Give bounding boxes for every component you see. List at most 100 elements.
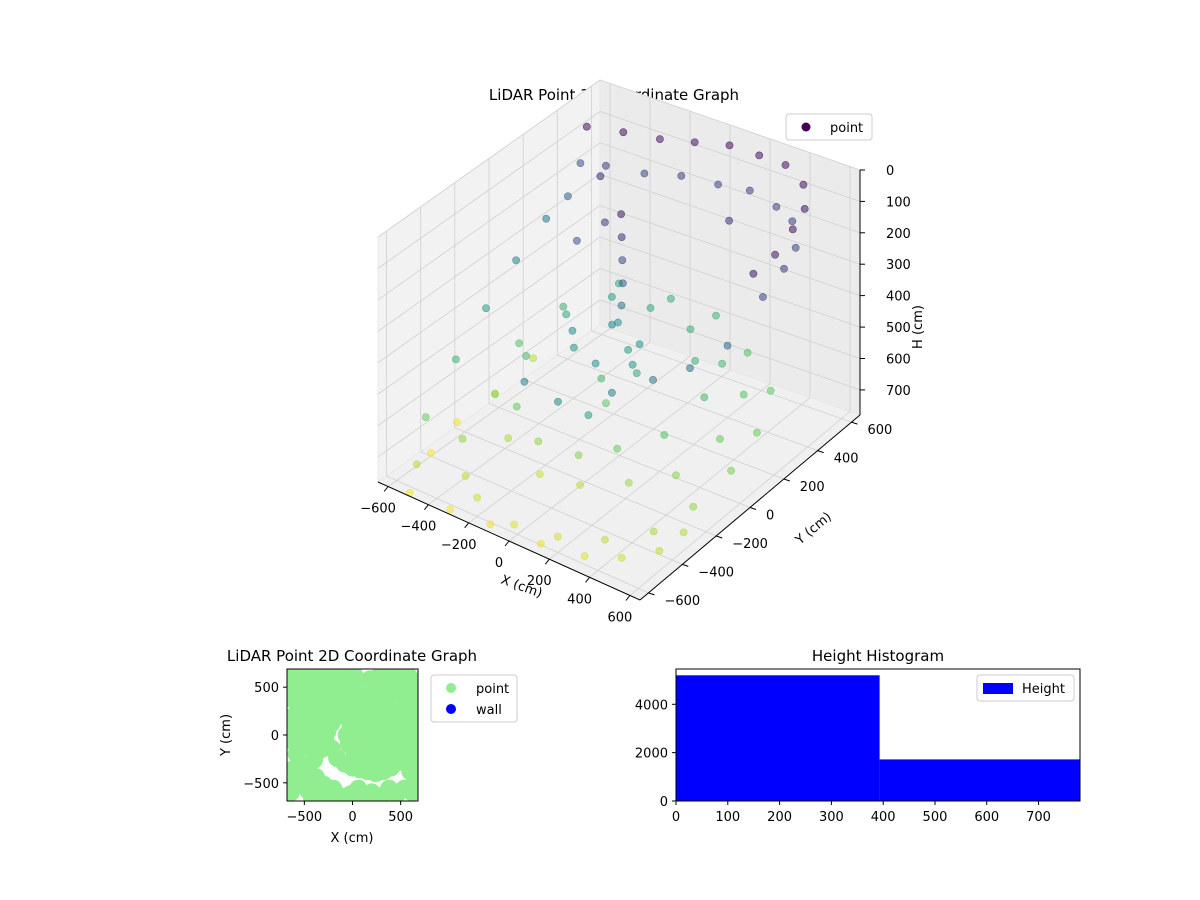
plot-histogram: Height Histogram 0 100 200 300 400 500 600 7000… xyxy=(635,647,1081,825)
plot-3d-point xyxy=(646,304,655,312)
plot-3d-point xyxy=(799,180,808,189)
plot-3d-point xyxy=(580,552,589,560)
plot-3d-point xyxy=(601,218,609,227)
plot-2d-x-tick-label: 500 xyxy=(388,810,413,825)
histogram-x-tick-label: 400 xyxy=(871,810,896,825)
plot-3d-gridline xyxy=(377,79,601,238)
plot-3d-point xyxy=(446,505,455,514)
plot-3d-z-tick-label: 300 xyxy=(886,258,911,273)
plot-3d-x-tick xyxy=(424,504,429,511)
plot-2d-y-tick-label: 0 xyxy=(271,729,279,744)
plot-3d-legend-label: point xyxy=(830,121,863,136)
plot-3d-y-tick-label: 600 xyxy=(868,423,893,438)
histogram-x-tick-label: 600 xyxy=(974,810,999,825)
plot-3d-point xyxy=(632,369,641,377)
plot-3d-point xyxy=(617,553,626,562)
plot-3d-point xyxy=(515,339,523,348)
plot-3d-point xyxy=(660,431,669,439)
plot-3d-point xyxy=(617,301,626,310)
plot-3d-point xyxy=(649,527,658,536)
plot-3d-point xyxy=(584,411,593,419)
plot-2d-title: LiDAR Point 2D Coordinate Graph xyxy=(227,647,477,665)
plot-3d-point xyxy=(542,214,551,223)
plot-3d-point xyxy=(619,279,627,288)
plot-3d-x-tick xyxy=(504,540,510,547)
plot-3d-point xyxy=(554,397,562,406)
plot-3d-gridline xyxy=(377,111,601,269)
plot-3d-x-tick xyxy=(464,522,470,529)
plot-3d-point xyxy=(677,171,686,180)
plot-3d-y-tick-label: −400 xyxy=(698,565,734,580)
plot-2d-ticks: −500 −500 0 0 500 500 xyxy=(243,681,413,825)
plot-3d-point xyxy=(473,493,482,502)
plot-3d-point xyxy=(582,122,591,131)
histogram-bars xyxy=(676,675,1080,801)
plot-3d-gridline xyxy=(377,236,601,395)
histogram-legend-swatch xyxy=(983,683,1013,694)
histogram-bar xyxy=(879,759,1080,801)
plot-3d-point xyxy=(452,418,461,427)
plot-3d-point xyxy=(512,402,521,411)
plot-3d-point xyxy=(640,169,649,178)
plot-3d-point xyxy=(771,250,779,259)
plot-3d-gridline xyxy=(488,403,751,508)
plot-2d-legend-label-wall: wall xyxy=(476,703,502,718)
plot-2d: LiDAR Point 2D Coordinate Graph −500−500… xyxy=(219,647,518,846)
plot-3d-z-tick-label: 0 xyxy=(886,164,894,179)
plot-2d-y-axis-label: Y (cm) xyxy=(219,714,234,757)
plot-3d-point xyxy=(568,326,577,335)
plot-3d-point xyxy=(628,360,637,369)
histogram-y-tick-label: 2000 xyxy=(635,747,668,762)
plot-3d-point xyxy=(686,364,694,372)
plot-3d-point xyxy=(755,151,764,160)
plot-3d-point xyxy=(491,390,499,398)
plot-3d-point xyxy=(451,355,460,364)
plot-2d-points xyxy=(287,669,418,801)
plot-3d-point xyxy=(743,348,752,357)
plot-3d-gridline xyxy=(377,173,601,332)
plot-3d-x-tick xyxy=(585,576,590,583)
plot-3d-gridline xyxy=(599,111,861,202)
plot-3d-point xyxy=(725,141,734,150)
plot-3d-point xyxy=(608,320,616,329)
plot-3d-point xyxy=(522,352,531,360)
plot-3d-y-tick-label: 200 xyxy=(800,480,825,495)
plot-3d-point xyxy=(573,236,581,245)
histogram-x-tick-label: 700 xyxy=(1026,810,1051,825)
histogram-legend-label: Height xyxy=(1022,682,1065,697)
plot-3d-point xyxy=(617,233,626,241)
plot-3d-point xyxy=(766,386,775,395)
plot-3d-gridline xyxy=(589,397,811,578)
histogram-y-tick-label: 0 xyxy=(660,795,668,810)
plot-3d-points xyxy=(405,122,809,562)
plot-3d-point xyxy=(723,341,732,350)
plot-3d-gridline xyxy=(599,268,861,359)
plot-3d-point xyxy=(635,340,644,348)
plot-3d-gridline xyxy=(377,142,601,301)
histogram-x-tick-label: 0 xyxy=(672,810,680,825)
plot-3d-point xyxy=(655,547,664,555)
plot-3d-axes: −600 −600 −400 −400 −200 −200 0 0 200 200 400 400 60… xyxy=(360,164,911,626)
plot-3d-point xyxy=(781,161,790,169)
plot-2d-x-tick-label: −500 xyxy=(286,810,322,825)
plot-3d-point xyxy=(714,180,722,189)
histogram-legend-box xyxy=(976,674,1075,702)
plot-3d-point xyxy=(608,292,616,301)
plot-3d-point xyxy=(536,470,544,478)
histogram-y-tick-label: 4000 xyxy=(635,698,668,713)
histogram-ticks: 0 100 200 300 400 500 600 700 0 2000 4000 xyxy=(635,698,1051,825)
plot-2d-legend-marker-point xyxy=(446,683,456,693)
histogram-x-tick-label: 500 xyxy=(923,810,948,825)
plot-3d-y-tick-label: 0 xyxy=(766,509,774,524)
plot-3d-gridline xyxy=(377,299,601,458)
plot-3d-point xyxy=(510,520,518,529)
plot-3d-point xyxy=(753,428,761,437)
plot-3d-point xyxy=(667,294,675,303)
plot-3d-y-tick-label: −200 xyxy=(732,537,768,552)
plot-3d-point xyxy=(576,159,585,167)
histogram-title: Height Histogram xyxy=(812,647,944,665)
plot-3d-point xyxy=(718,359,726,368)
plot-3d-point xyxy=(624,345,632,354)
plot-3d-point xyxy=(596,172,605,181)
